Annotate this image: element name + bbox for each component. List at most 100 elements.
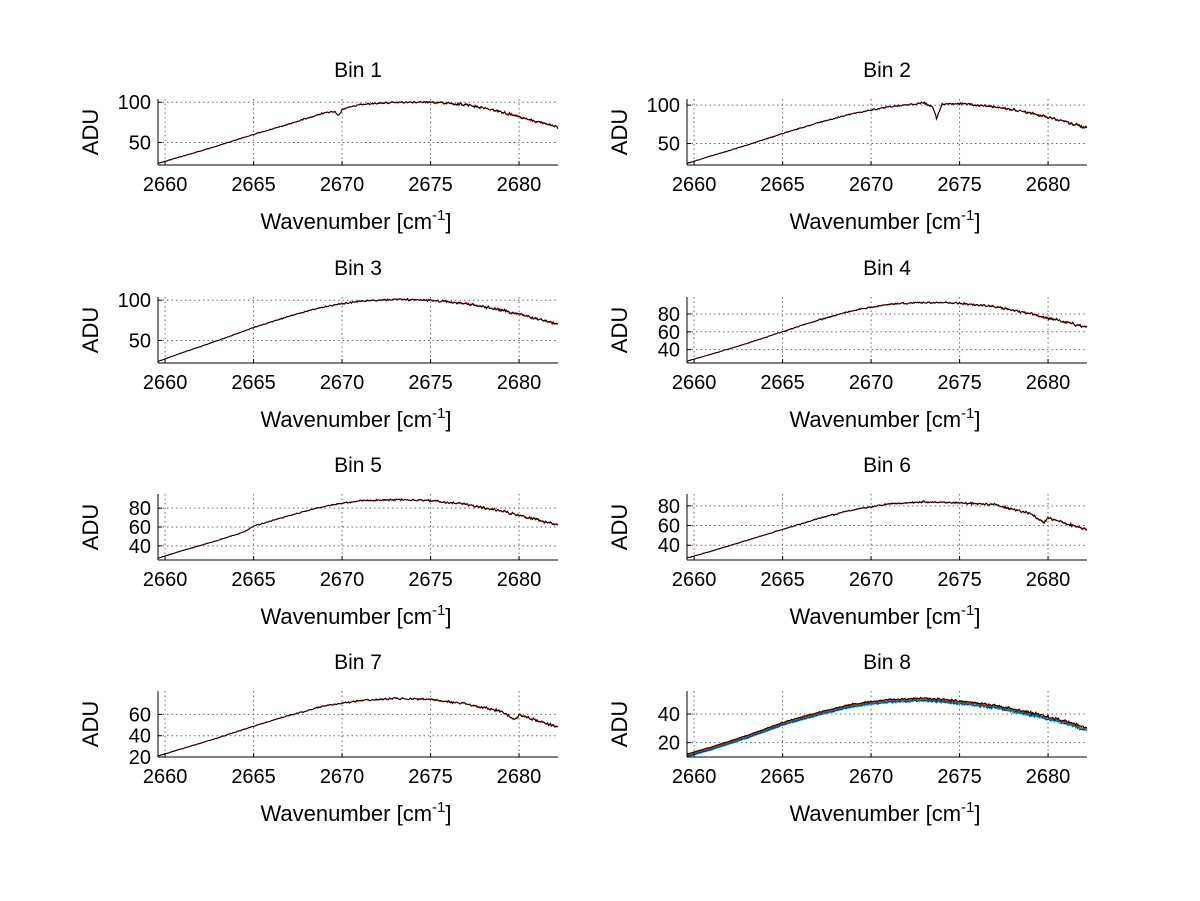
x-tick-label: 2665 xyxy=(760,174,805,196)
x-tick-label: 2675 xyxy=(937,569,982,591)
series-line-1 xyxy=(686,699,1088,758)
x-tick-label: 2660 xyxy=(672,766,717,788)
x-tick-label: 2680 xyxy=(497,766,542,788)
y-tick-label: 50 xyxy=(129,330,151,352)
subplot-2: 2660 2665 2670 2675 2680 50 100 Bin 2 ADU Wavenum… xyxy=(607,59,1088,234)
x-tick-label: 2670 xyxy=(849,174,894,196)
x-tick-label: 2665 xyxy=(231,766,276,788)
x-axis-label-exponent: -1 xyxy=(961,405,974,422)
x-axis-label-exponent: -1 xyxy=(432,602,445,619)
series-line-2 xyxy=(157,297,559,362)
y-tick-label: 100 xyxy=(118,290,151,312)
x-axis-label-end: ] xyxy=(974,801,980,826)
x-axis-label-exponent: -1 xyxy=(432,405,445,422)
x-tick-label: 2660 xyxy=(672,372,717,394)
x-axis-label: Wavenumber [cm-1] xyxy=(260,799,451,826)
y-tick-label: 80 xyxy=(658,304,680,326)
x-tick-label: 2670 xyxy=(320,569,365,591)
x-tick-label: 2665 xyxy=(760,372,805,394)
x-tick-label: 2665 xyxy=(231,174,276,196)
x-axis-label-main: Wavenumber [cm xyxy=(260,407,432,432)
x-tick-label: 2675 xyxy=(408,569,453,591)
x-axis-label: Wavenumber [cm-1] xyxy=(789,799,980,826)
x-tick-label: 2670 xyxy=(849,372,894,394)
y-tick-label: 40 xyxy=(658,535,680,557)
y-tick-label: 40 xyxy=(129,726,151,748)
x-tick-label: 2680 xyxy=(1026,569,1071,591)
x-tick-label: 2670 xyxy=(320,174,365,196)
x-axis-label-exponent: -1 xyxy=(961,799,974,816)
y-tick-label: 60 xyxy=(658,322,680,344)
x-tick-label: 2665 xyxy=(231,372,276,394)
y-axis-label: ADU xyxy=(607,504,632,550)
x-axis-label-main: Wavenumber [cm xyxy=(789,604,961,629)
series-line-1 xyxy=(157,696,559,757)
y-tick-label: 60 xyxy=(129,517,151,539)
y-tick-label: 80 xyxy=(658,496,680,518)
y-tick-label: 20 xyxy=(129,747,151,769)
series-line-4 xyxy=(686,697,1088,756)
series-line-1 xyxy=(686,500,1088,559)
x-axis-label-exponent: -1 xyxy=(961,207,974,224)
x-axis-label-end: ] xyxy=(445,604,451,629)
x-axis-label-main: Wavenumber [cm xyxy=(789,801,961,826)
x-tick-label: 2660 xyxy=(143,174,188,196)
x-axis-label: Wavenumber [cm-1] xyxy=(789,602,980,629)
y-tick-label: 60 xyxy=(129,704,151,726)
x-axis-label: Wavenumber [cm-1] xyxy=(260,207,451,234)
y-tick-label: 80 xyxy=(129,498,151,520)
x-tick-label: 2675 xyxy=(937,766,982,788)
y-tick-label: 100 xyxy=(647,95,680,117)
x-tick-label: 2665 xyxy=(231,569,276,591)
x-tick-label: 2680 xyxy=(497,174,542,196)
x-axis-label-end: ] xyxy=(974,407,980,432)
series-line-2 xyxy=(157,100,559,164)
x-axis-label-end: ] xyxy=(445,407,451,432)
x-axis-label-exponent: -1 xyxy=(432,207,445,224)
y-axis-label: ADU xyxy=(607,109,632,155)
x-axis-label: Wavenumber [cm-1] xyxy=(789,207,980,234)
subplot-8: 2660 2665 2670 2675 2680 20 40 Bin 8 ADU Wavenumb… xyxy=(607,651,1088,826)
x-tick-label: 2670 xyxy=(320,372,365,394)
x-axis-label-main: Wavenumber [cm xyxy=(789,407,961,432)
subplot-title: Bin 1 xyxy=(334,59,382,82)
subplot-title: Bin 2 xyxy=(863,59,911,82)
x-tick-label: 2675 xyxy=(408,174,453,196)
x-tick-label: 2660 xyxy=(672,569,717,591)
y-axis-label: ADU xyxy=(78,109,103,155)
x-tick-label: 2680 xyxy=(1026,174,1071,196)
y-axis-label: ADU xyxy=(607,307,632,353)
series-line-5 xyxy=(686,696,1088,755)
x-axis-label-end: ] xyxy=(974,604,980,629)
subplot-title: Bin 7 xyxy=(334,651,382,674)
series-line-2 xyxy=(157,697,559,757)
x-tick-label: 2680 xyxy=(497,569,542,591)
y-tick-label: 20 xyxy=(658,733,680,755)
series-line-3 xyxy=(686,698,1088,756)
x-tick-label: 2680 xyxy=(1026,372,1071,394)
subplot-title: Bin 6 xyxy=(863,454,911,477)
y-tick-label: 100 xyxy=(118,92,151,114)
subplot-title: Bin 8 xyxy=(863,651,911,674)
x-axis-label-main: Wavenumber [cm xyxy=(260,801,432,826)
x-axis-label: Wavenumber [cm-1] xyxy=(260,405,451,432)
y-tick-label: 50 xyxy=(129,132,151,154)
x-tick-label: 2675 xyxy=(408,766,453,788)
x-tick-label: 2670 xyxy=(849,766,894,788)
x-axis-label-end: ] xyxy=(445,209,451,234)
series-line-2 xyxy=(686,699,1088,757)
x-tick-label: 2660 xyxy=(143,766,188,788)
series-line-2 xyxy=(686,500,1088,559)
x-axis-label-exponent: -1 xyxy=(432,799,445,816)
series-line-2 xyxy=(686,301,1088,362)
x-axis-label: Wavenumber [cm-1] xyxy=(789,405,980,432)
y-axis-label: ADU xyxy=(78,701,103,747)
series-line-1 xyxy=(157,297,559,362)
x-axis-label-end: ] xyxy=(974,209,980,234)
x-tick-label: 2670 xyxy=(849,569,894,591)
x-tick-label: 2680 xyxy=(497,372,542,394)
